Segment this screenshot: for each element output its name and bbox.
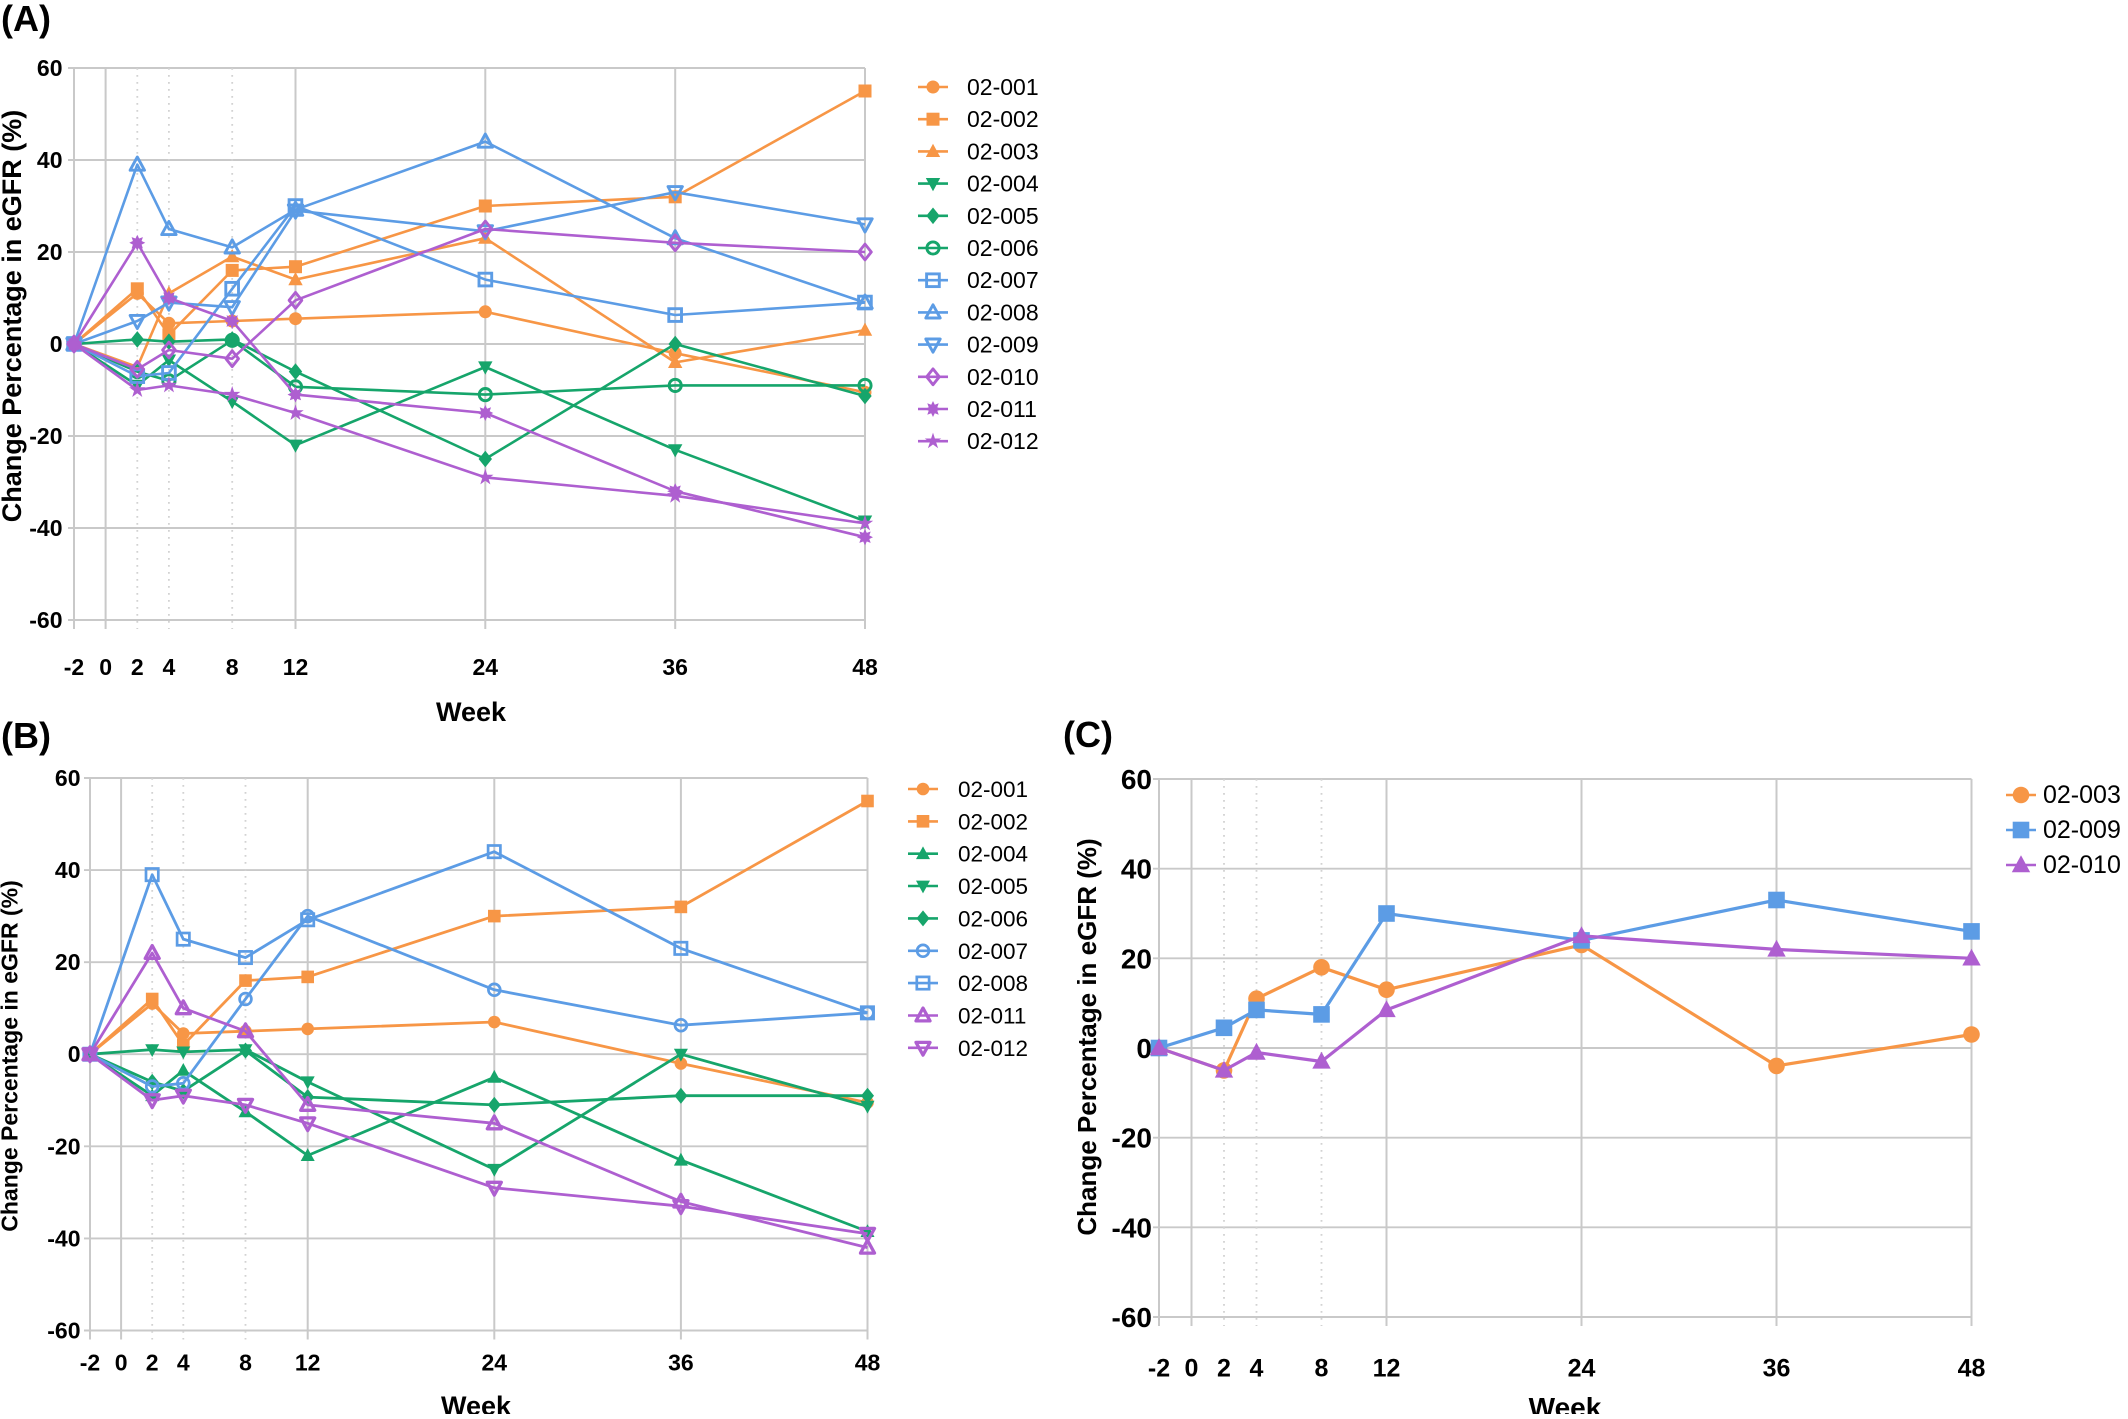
svg-text:36: 36 bbox=[668, 1350, 694, 1376]
svg-text:-20: -20 bbox=[47, 1133, 80, 1159]
svg-text:60: 60 bbox=[55, 765, 81, 791]
svg-text:02-010: 02-010 bbox=[2043, 851, 2121, 879]
svg-text:Change Percentage in eGFR (%): Change Percentage in eGFR (%) bbox=[1072, 838, 1102, 1235]
svg-text:02-002: 02-002 bbox=[967, 106, 1039, 132]
svg-text:-2: -2 bbox=[80, 1350, 100, 1376]
svg-text:02-007: 02-007 bbox=[967, 267, 1039, 293]
svg-text:02-006: 02-006 bbox=[967, 235, 1039, 261]
svg-text:02-001: 02-001 bbox=[958, 777, 1028, 802]
svg-text:02-004: 02-004 bbox=[967, 171, 1039, 197]
svg-text:02-008: 02-008 bbox=[967, 299, 1039, 325]
svg-text:0: 0 bbox=[1185, 1355, 1199, 1383]
svg-text:02-009: 02-009 bbox=[2043, 816, 2121, 844]
svg-text:12: 12 bbox=[295, 1350, 321, 1376]
svg-text:20: 20 bbox=[37, 239, 63, 265]
svg-text:02-012: 02-012 bbox=[958, 1036, 1028, 1061]
svg-text:0: 0 bbox=[50, 331, 63, 357]
svg-text:-40: -40 bbox=[1112, 1212, 1152, 1243]
svg-text:-60: -60 bbox=[29, 607, 62, 633]
svg-text:20: 20 bbox=[1121, 943, 1152, 974]
svg-text:Change Percentage in eGFR (%): Change Percentage in eGFR (%) bbox=[0, 880, 23, 1231]
svg-text:-60: -60 bbox=[47, 1318, 80, 1344]
svg-text:-20: -20 bbox=[1112, 1123, 1152, 1154]
svg-text:02-003: 02-003 bbox=[967, 138, 1039, 164]
svg-text:24: 24 bbox=[1568, 1355, 1596, 1383]
svg-text:0: 0 bbox=[115, 1350, 128, 1376]
svg-text:-2: -2 bbox=[64, 654, 84, 680]
svg-text:Week: Week bbox=[436, 697, 507, 727]
svg-text:02-008: 02-008 bbox=[958, 971, 1028, 996]
svg-text:0: 0 bbox=[1136, 1033, 1152, 1064]
svg-text:8: 8 bbox=[239, 1350, 252, 1376]
svg-text:12: 12 bbox=[1373, 1355, 1401, 1383]
svg-text:4: 4 bbox=[177, 1350, 190, 1376]
svg-text:48: 48 bbox=[852, 654, 878, 680]
svg-text:40: 40 bbox=[37, 147, 63, 173]
svg-text:48: 48 bbox=[1958, 1355, 1986, 1383]
svg-text:-2: -2 bbox=[1148, 1355, 1170, 1383]
svg-text:24: 24 bbox=[473, 654, 499, 680]
svg-text:02-004: 02-004 bbox=[958, 842, 1028, 867]
svg-text:(C): (C) bbox=[1063, 714, 1113, 755]
svg-text:0: 0 bbox=[68, 1041, 81, 1067]
svg-text:60: 60 bbox=[1121, 764, 1152, 795]
svg-text:4: 4 bbox=[1250, 1355, 1264, 1383]
svg-text:(B): (B) bbox=[1, 715, 51, 756]
svg-text:0: 0 bbox=[99, 654, 112, 680]
svg-text:24: 24 bbox=[482, 1350, 508, 1376]
svg-text:2: 2 bbox=[131, 654, 144, 680]
svg-text:36: 36 bbox=[662, 654, 688, 680]
svg-text:02-012: 02-012 bbox=[967, 428, 1039, 454]
svg-text:-40: -40 bbox=[29, 515, 62, 541]
svg-text:(A): (A) bbox=[1, 0, 51, 39]
svg-text:02-003: 02-003 bbox=[2043, 781, 2121, 809]
svg-text:02-005: 02-005 bbox=[967, 203, 1039, 229]
svg-text:4: 4 bbox=[163, 654, 176, 680]
svg-text:40: 40 bbox=[1121, 854, 1152, 885]
svg-text:02-011: 02-011 bbox=[967, 396, 1037, 422]
svg-text:40: 40 bbox=[55, 857, 81, 883]
svg-text:36: 36 bbox=[1763, 1355, 1791, 1383]
svg-text:2: 2 bbox=[1217, 1355, 1231, 1383]
svg-text:12: 12 bbox=[283, 654, 309, 680]
svg-text:02-002: 02-002 bbox=[958, 809, 1028, 834]
svg-text:02-010: 02-010 bbox=[967, 364, 1039, 390]
svg-text:-20: -20 bbox=[29, 423, 62, 449]
svg-text:02-011: 02-011 bbox=[958, 1004, 1026, 1029]
svg-text:Week: Week bbox=[1529, 1392, 1602, 1414]
svg-text:-40: -40 bbox=[47, 1225, 80, 1251]
svg-text:Week: Week bbox=[441, 1391, 512, 1414]
svg-text:-60: -60 bbox=[1112, 1302, 1152, 1333]
svg-text:02-007: 02-007 bbox=[958, 939, 1028, 964]
svg-text:02-001: 02-001 bbox=[967, 74, 1039, 100]
svg-text:Change Percentage in eGFR (%): Change Percentage in eGFR (%) bbox=[0, 110, 27, 523]
svg-text:02-005: 02-005 bbox=[958, 874, 1028, 899]
svg-text:8: 8 bbox=[1315, 1355, 1329, 1383]
svg-text:60: 60 bbox=[37, 55, 63, 81]
svg-text:2: 2 bbox=[146, 1350, 159, 1376]
svg-text:48: 48 bbox=[855, 1350, 881, 1376]
svg-text:02-006: 02-006 bbox=[958, 906, 1028, 931]
svg-text:20: 20 bbox=[55, 949, 81, 975]
svg-text:02-009: 02-009 bbox=[967, 332, 1039, 358]
svg-text:8: 8 bbox=[226, 654, 239, 680]
